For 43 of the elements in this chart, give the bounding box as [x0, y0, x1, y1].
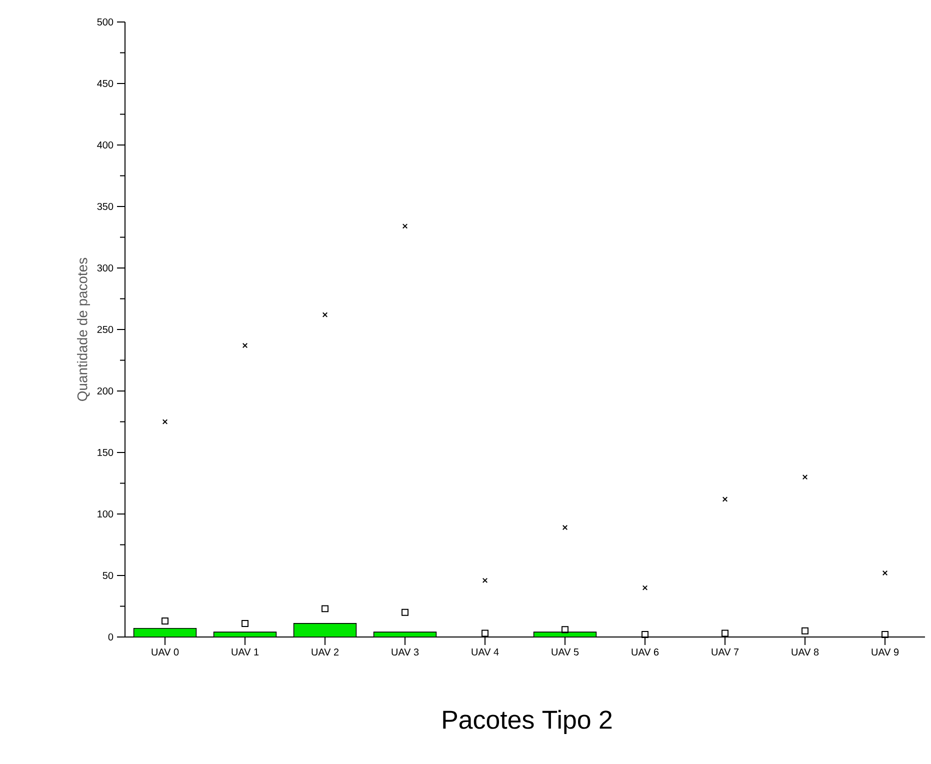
x-tick-label: UAV 5: [552, 648, 579, 656]
y-tick-label: 100: [98, 510, 114, 518]
point: [162, 419, 168, 424]
y-tick-label: 400: [97, 141, 114, 149]
point: [642, 631, 648, 638]
x-tick-label: UAV 0: [152, 648, 179, 656]
x-tick-label: UAV 7: [712, 648, 739, 656]
y-tick-label: 150: [98, 448, 114, 456]
x-tick-label: UAV 8: [792, 648, 819, 656]
y-tick-label: 300: [97, 264, 114, 272]
y-tick-label: 50: [102, 572, 114, 580]
point: [242, 620, 248, 627]
point: [882, 631, 888, 638]
x-tick-label: UAV 6: [632, 648, 659, 656]
y-axis-title: Quantidade de pacotes: [77, 258, 90, 401]
point: [322, 605, 328, 612]
x-tick-label: UAV 1: [232, 648, 259, 656]
point: [402, 224, 408, 229]
point: [482, 578, 488, 584]
point: [562, 524, 568, 530]
point: [482, 630, 488, 637]
y-tick-label: 200: [97, 387, 114, 395]
x-tick-label: UAV 3: [392, 648, 419, 656]
point: [802, 627, 808, 634]
text: Pacotes Tipo 2: [443, 710, 612, 734]
point: [722, 496, 728, 502]
point: [242, 342, 248, 348]
point: [322, 312, 328, 318]
point: [402, 608, 408, 616]
y-tick-label: 350: [97, 202, 114, 210]
x-tick-label: UAV 4: [472, 648, 499, 656]
y-tick-label: 500: [97, 18, 114, 26]
y-tick-label: 250: [97, 326, 114, 334]
point: [642, 585, 648, 590]
point: [562, 626, 568, 634]
y-tick-label: 450: [97, 80, 114, 88]
point: [162, 618, 168, 624]
point: [722, 630, 728, 637]
y-tick-label: 0: [108, 633, 114, 641]
x-tick-label: UAV 2: [312, 648, 339, 656]
point: [802, 474, 808, 480]
x-tick-label: UAV 9: [872, 648, 899, 656]
point: [882, 570, 888, 576]
